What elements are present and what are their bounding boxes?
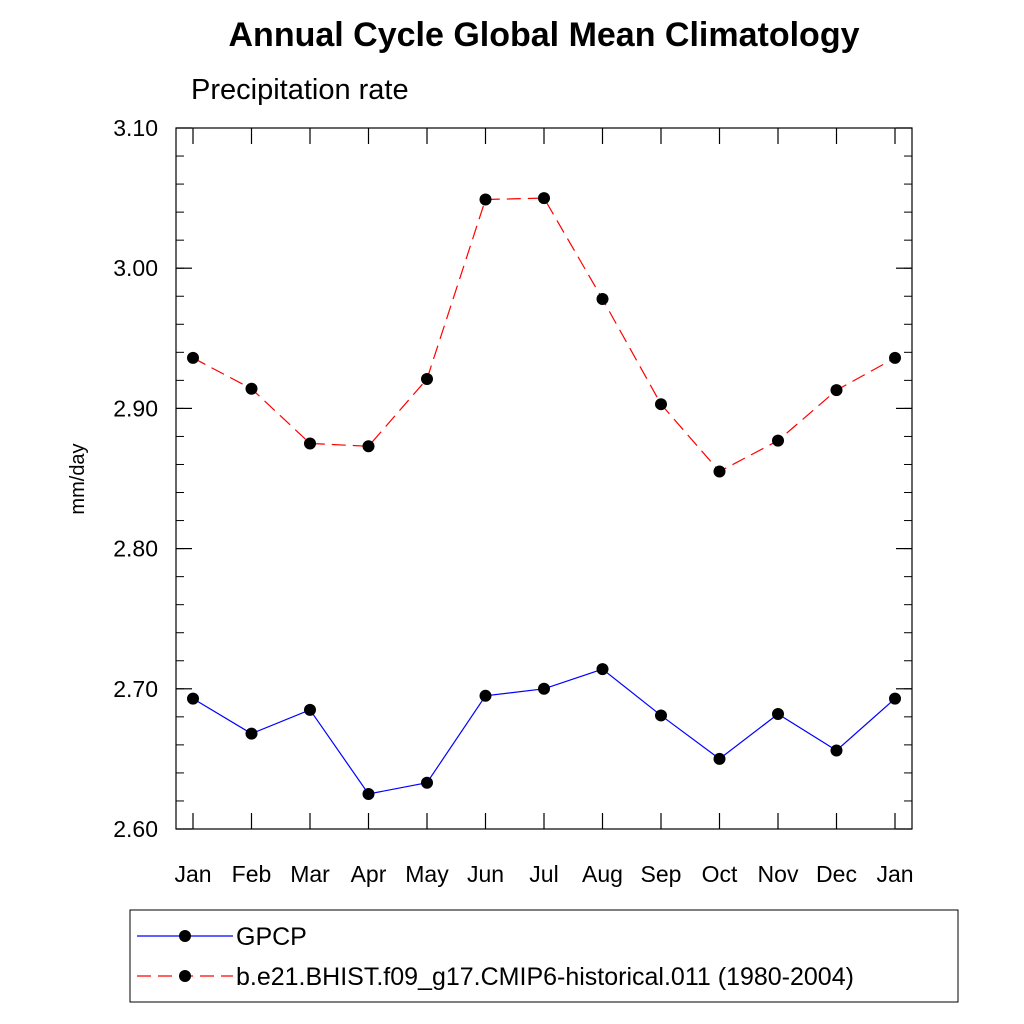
x-tick-label: Oct bbox=[702, 861, 738, 887]
data-point bbox=[362, 440, 375, 453]
data-point bbox=[245, 727, 258, 740]
data-point bbox=[479, 689, 492, 702]
series-line-1 bbox=[192, 197, 896, 473]
data-point bbox=[830, 744, 843, 757]
data-point bbox=[245, 382, 258, 395]
data-point bbox=[304, 703, 316, 716]
x-tick-label: Apr bbox=[351, 861, 387, 887]
y-tick-label: 2.60 bbox=[113, 816, 158, 842]
y-tick-label: 3.10 bbox=[113, 115, 158, 141]
data-point bbox=[713, 465, 726, 478]
data-point bbox=[655, 709, 667, 722]
y-tick-label: 2.70 bbox=[113, 676, 158, 702]
y-tick-label: 3.00 bbox=[113, 255, 158, 281]
x-tick-label: Feb bbox=[232, 861, 272, 887]
x-tick-label: Aug bbox=[582, 861, 623, 887]
data-point bbox=[304, 437, 316, 450]
x-tick-label: Jan bbox=[174, 861, 211, 887]
data-point bbox=[772, 708, 784, 721]
y-axis-label: mm/day bbox=[67, 443, 89, 514]
data-point bbox=[596, 293, 609, 306]
data-point bbox=[479, 193, 492, 206]
data-point bbox=[538, 192, 550, 205]
data-point bbox=[187, 692, 199, 705]
legend-label-0: GPCP bbox=[236, 923, 307, 951]
data-point bbox=[421, 372, 433, 385]
x-tick-label: Sep bbox=[641, 861, 682, 887]
data-point bbox=[889, 351, 901, 364]
legend-marker-0 bbox=[179, 930, 191, 942]
data-point bbox=[655, 398, 667, 411]
data-point bbox=[362, 787, 375, 800]
x-tick-label: Jan bbox=[876, 861, 913, 887]
data-point bbox=[772, 434, 784, 447]
legend-box bbox=[129, 909, 959, 1003]
x-tick-label: Mar bbox=[290, 861, 330, 887]
chart-title: Annual Cycle Global Mean Climatology bbox=[229, 16, 860, 54]
data-point bbox=[421, 776, 433, 789]
data-point bbox=[538, 682, 550, 695]
plot-frame bbox=[175, 127, 913, 830]
x-tick-label: Jul bbox=[529, 861, 558, 887]
legend-label-1: b.e21.BHIST.f09_g17.CMIP6-historical.011… bbox=[236, 963, 854, 991]
x-tick-label: Nov bbox=[758, 861, 799, 887]
legend-marker-1 bbox=[179, 970, 191, 982]
data-point bbox=[830, 384, 843, 397]
y-tick-label: 2.90 bbox=[113, 395, 158, 421]
data-point bbox=[187, 351, 199, 364]
chart-subtitle: Precipitation rate bbox=[191, 74, 409, 106]
y-tick-label: 2.80 bbox=[113, 536, 158, 562]
data-point bbox=[713, 752, 726, 765]
x-tick-label: Jun bbox=[467, 861, 504, 887]
data-point bbox=[596, 663, 609, 676]
x-tick-label: Dec bbox=[816, 861, 857, 887]
x-tick-label: May bbox=[405, 861, 449, 887]
data-point bbox=[889, 692, 901, 705]
